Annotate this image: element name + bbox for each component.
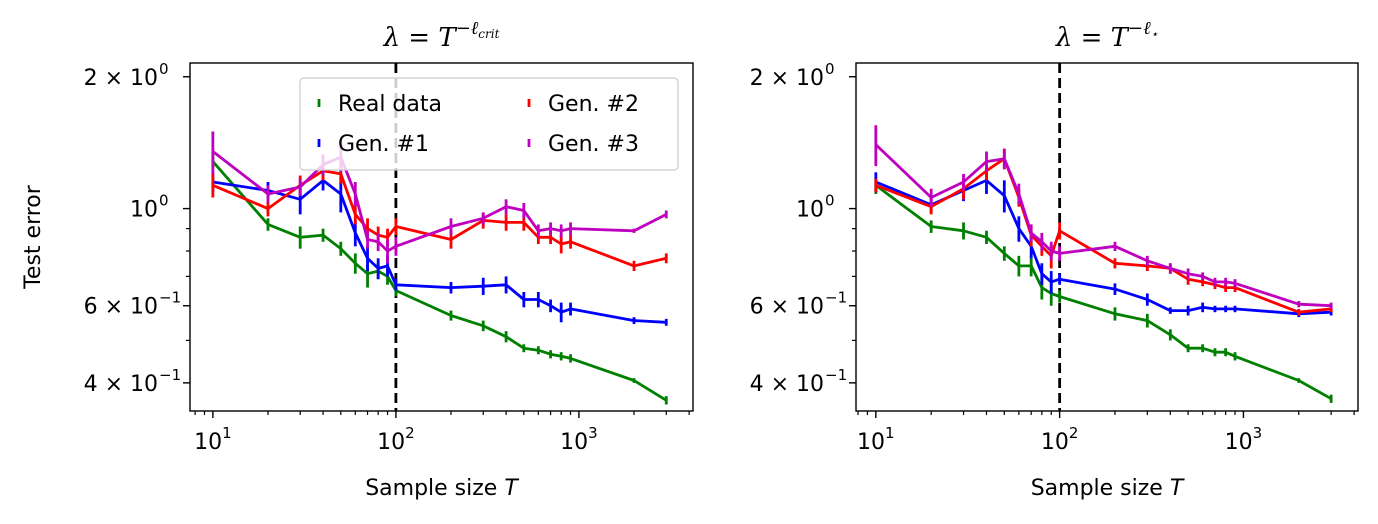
chart-title: λ = T−ℓ⋆ <box>1055 18 1159 53</box>
legend-box <box>299 77 679 171</box>
series-gen-3 <box>874 125 1333 309</box>
legend-label: Gen. #3 <box>548 132 639 157</box>
x-tick-label: 102 <box>377 424 415 455</box>
y-tick-exponent: −1 <box>159 289 181 307</box>
series-line <box>875 157 1332 314</box>
y-tick-exponent: 0 <box>159 192 169 210</box>
legend-label: Real data <box>338 92 442 117</box>
legend: Real data Gen. #1 Gen. #2 Gen. #3 <box>299 77 679 171</box>
legend-label: Gen. #2 <box>548 92 639 117</box>
x-tick-label: 103 <box>1225 424 1263 455</box>
series-real-data <box>874 177 1333 403</box>
y-tick-label: 6 × 10 <box>84 295 158 320</box>
series-gen-2 <box>211 161 668 272</box>
y-tick-label: 10 <box>130 198 158 223</box>
y-tick-label: 2 × 10 <box>84 66 158 91</box>
series-line <box>874 143 1332 308</box>
x-tick-label: 102 <box>1041 424 1079 455</box>
y-axis-label: Test error <box>21 184 46 290</box>
series-line <box>874 184 1332 400</box>
x-axis-label: Sample size T <box>365 476 519 501</box>
series-gen-2 <box>874 148 1333 316</box>
y-tick-exponent: −1 <box>825 289 847 307</box>
chart-title: λ = T−ℓcrit <box>383 18 500 53</box>
y-tick-exponent: 0 <box>825 192 835 210</box>
y-tick-label: 4 × 10 <box>84 372 158 397</box>
series-line <box>211 160 668 402</box>
y-tick-label: 6 × 10 <box>750 295 824 320</box>
plot-frame <box>189 62 694 412</box>
y-tick-label: 10 <box>796 198 824 223</box>
y-tick-exponent: 0 <box>159 60 169 78</box>
series-gen-1 <box>211 170 668 326</box>
series-line <box>212 178 667 324</box>
x-tick-label: 101 <box>194 424 232 455</box>
y-tick-label: 4 × 10 <box>750 372 824 397</box>
legend-label: Gen. #1 <box>338 132 429 157</box>
series-line <box>212 169 667 268</box>
y-tick-exponent: −1 <box>159 366 181 384</box>
x-axis-label: Sample size T <box>1031 476 1185 501</box>
y-tick-label: 2 × 10 <box>750 66 824 91</box>
series-gen-1 <box>874 167 1333 318</box>
plot-frame <box>855 62 1359 412</box>
x-tick-label: 103 <box>560 424 598 455</box>
series-line <box>875 178 1332 316</box>
y-tick-exponent: 0 <box>825 60 835 78</box>
y-tick-exponent: −1 <box>825 366 847 384</box>
x-tick-label: 101 <box>857 424 895 455</box>
